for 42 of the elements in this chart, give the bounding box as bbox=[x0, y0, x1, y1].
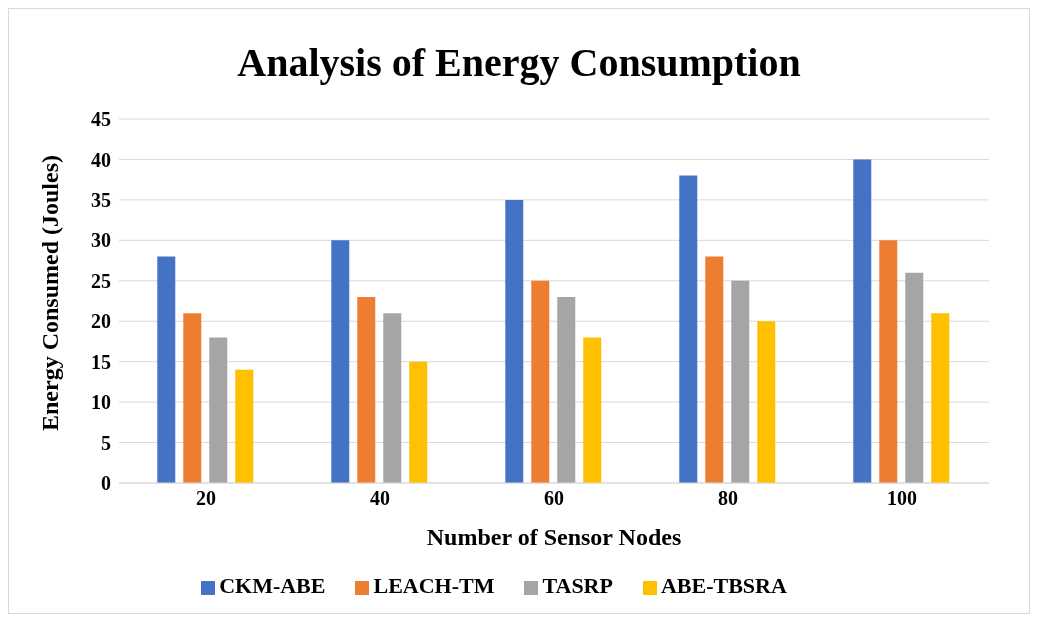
bar bbox=[705, 256, 724, 483]
y-tick-label: 10 bbox=[91, 391, 111, 414]
x-tick-label: 40 bbox=[370, 487, 390, 510]
bar bbox=[409, 361, 428, 483]
x-tick-label: 80 bbox=[718, 487, 738, 510]
legend-label: ABE-TBSRA bbox=[660, 573, 787, 598]
legend-label: TASRP bbox=[542, 573, 613, 598]
bar bbox=[383, 313, 402, 483]
y-tick-label: 5 bbox=[101, 431, 111, 454]
chart-title: Analysis of Energy Consumption bbox=[236, 39, 802, 87]
bar bbox=[879, 240, 898, 483]
bar bbox=[931, 313, 950, 483]
bar bbox=[531, 280, 550, 483]
bar bbox=[679, 175, 698, 483]
bar bbox=[757, 321, 776, 483]
bar bbox=[331, 240, 350, 483]
bar bbox=[583, 337, 602, 483]
x-tick-label: 60 bbox=[544, 487, 564, 510]
y-tick-label: 35 bbox=[91, 188, 111, 211]
bar bbox=[357, 296, 376, 483]
y-tick-label: 25 bbox=[91, 269, 111, 292]
bar bbox=[557, 296, 576, 483]
bar bbox=[183, 313, 202, 483]
bar bbox=[235, 369, 254, 483]
x-tick-label: 20 bbox=[196, 487, 216, 510]
bar bbox=[731, 280, 750, 483]
bar bbox=[905, 272, 924, 483]
x-tick-label: 100 bbox=[887, 487, 917, 510]
bar bbox=[505, 199, 524, 483]
legend-label: LEACH-TM bbox=[373, 573, 495, 598]
bar bbox=[209, 337, 228, 483]
x-axis-title: Number of Sensor Nodes bbox=[426, 524, 682, 550]
y-tick-label: 30 bbox=[91, 229, 111, 252]
y-tick-label: 0 bbox=[101, 472, 111, 495]
y-axis-title: Energy Consumed (Joules) bbox=[36, 154, 63, 431]
y-tick-label: 15 bbox=[91, 350, 111, 373]
y-tick-label: 20 bbox=[91, 310, 111, 333]
y-tick-label: 40 bbox=[91, 148, 111, 171]
bar bbox=[157, 256, 176, 483]
legend-label: CKM-ABE bbox=[219, 573, 326, 598]
bar bbox=[853, 159, 872, 483]
y-tick-label: 45 bbox=[91, 108, 111, 131]
